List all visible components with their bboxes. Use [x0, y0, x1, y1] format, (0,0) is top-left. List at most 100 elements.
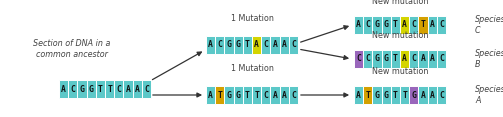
Text: Section of DNA in a
common ancestor: Section of DNA in a common ancestor: [33, 39, 111, 59]
Text: A: A: [356, 20, 361, 29]
Bar: [271, 86, 280, 104]
Text: A: A: [61, 84, 66, 93]
Text: G: G: [236, 91, 240, 99]
Text: New mutation: New mutation: [372, 0, 428, 6]
Text: T: T: [98, 84, 103, 93]
Text: 1 Mutation: 1 Mutation: [230, 64, 274, 73]
Text: T: T: [393, 20, 398, 29]
Text: Species
A: Species A: [475, 85, 503, 105]
Text: A: A: [273, 91, 278, 99]
Bar: [280, 86, 289, 104]
Text: C: C: [144, 84, 149, 93]
Bar: [233, 86, 243, 104]
Bar: [142, 80, 151, 98]
Text: Species
B: Species B: [475, 49, 503, 69]
Text: G: G: [375, 20, 379, 29]
Bar: [437, 50, 446, 68]
Bar: [382, 86, 391, 104]
Text: T: T: [393, 55, 398, 64]
Text: G: G: [226, 40, 231, 49]
Text: G: G: [375, 91, 379, 99]
Text: A: A: [282, 40, 287, 49]
Bar: [391, 16, 400, 34]
Bar: [261, 86, 271, 104]
Bar: [372, 16, 382, 34]
Text: T: T: [421, 20, 426, 29]
Bar: [206, 86, 215, 104]
Bar: [87, 80, 96, 98]
Text: A: A: [208, 91, 213, 99]
Bar: [428, 50, 437, 68]
Bar: [400, 86, 409, 104]
Bar: [105, 80, 114, 98]
Bar: [372, 50, 382, 68]
Bar: [77, 80, 87, 98]
Bar: [215, 36, 224, 54]
Text: C: C: [291, 91, 296, 99]
Text: C: C: [365, 55, 370, 64]
Bar: [354, 86, 363, 104]
Bar: [363, 50, 372, 68]
Text: C: C: [70, 84, 75, 93]
Text: A: A: [356, 91, 361, 99]
Bar: [224, 86, 233, 104]
Bar: [280, 36, 289, 54]
Bar: [418, 86, 428, 104]
Bar: [289, 36, 298, 54]
Bar: [409, 50, 418, 68]
Text: A: A: [208, 40, 213, 49]
Bar: [206, 36, 215, 54]
Bar: [224, 36, 233, 54]
Text: T: T: [254, 91, 259, 99]
Text: C: C: [116, 84, 121, 93]
Bar: [133, 80, 142, 98]
Bar: [252, 36, 261, 54]
Bar: [409, 16, 418, 34]
Text: G: G: [226, 91, 231, 99]
Bar: [428, 86, 437, 104]
Text: G: G: [384, 55, 389, 64]
Bar: [243, 86, 252, 104]
Text: G: G: [79, 84, 85, 93]
Text: G: G: [384, 20, 389, 29]
Text: T: T: [107, 84, 112, 93]
Bar: [382, 16, 391, 34]
Text: T: T: [402, 91, 407, 99]
Text: C: C: [439, 55, 444, 64]
Text: A: A: [135, 84, 140, 93]
Text: C: C: [291, 40, 296, 49]
Bar: [372, 86, 382, 104]
Bar: [252, 86, 261, 104]
Bar: [243, 36, 252, 54]
Bar: [261, 36, 271, 54]
Text: 1 Mutation: 1 Mutation: [230, 14, 274, 23]
Text: New mutation: New mutation: [372, 31, 428, 40]
Bar: [123, 80, 133, 98]
Bar: [233, 36, 243, 54]
Text: A: A: [273, 40, 278, 49]
Bar: [400, 16, 409, 34]
Text: A: A: [402, 55, 407, 64]
Bar: [59, 80, 68, 98]
Text: C: C: [439, 20, 444, 29]
Text: New mutation: New mutation: [372, 67, 428, 76]
Text: A: A: [282, 91, 287, 99]
Bar: [428, 16, 437, 34]
Text: C: C: [365, 20, 370, 29]
Text: A: A: [430, 91, 435, 99]
Bar: [382, 50, 391, 68]
Bar: [215, 86, 224, 104]
Text: G: G: [411, 91, 416, 99]
Text: A: A: [421, 55, 426, 64]
Text: G: G: [375, 55, 379, 64]
Text: T: T: [365, 91, 370, 99]
Bar: [114, 80, 123, 98]
Text: A: A: [254, 40, 259, 49]
Text: T: T: [245, 91, 250, 99]
Text: T: T: [217, 91, 222, 99]
Bar: [363, 16, 372, 34]
Bar: [418, 16, 428, 34]
Text: T: T: [245, 40, 250, 49]
Bar: [289, 86, 298, 104]
Bar: [96, 80, 105, 98]
